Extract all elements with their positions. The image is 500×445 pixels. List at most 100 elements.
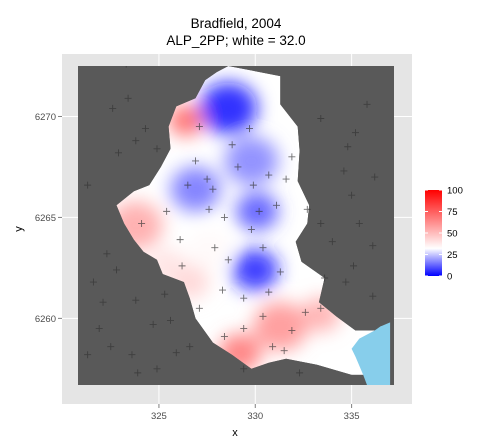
station-marker (153, 365, 161, 373)
water-area (351, 322, 391, 385)
station-marker (240, 294, 248, 302)
station-marker (134, 369, 142, 377)
station-marker (317, 219, 325, 227)
x-axis-label: x (232, 427, 238, 439)
station-marker (205, 205, 213, 213)
station-marker (276, 268, 284, 276)
station-marker (161, 290, 169, 298)
station-marker (220, 213, 228, 221)
station-marker (103, 250, 111, 258)
station-marker (265, 288, 273, 296)
station-marker (234, 163, 242, 171)
colorbar-tick-label: 0 (447, 272, 452, 283)
station-marker (84, 181, 92, 189)
station-marker (224, 256, 232, 264)
x-tick-label: 325 (151, 411, 167, 422)
station-marker (269, 343, 277, 351)
station-marker (125, 66, 127, 68)
heat-blob (253, 302, 308, 351)
station-marker (195, 123, 203, 131)
heat-blob (170, 166, 221, 212)
station-marker (259, 244, 267, 252)
station-marker (351, 129, 359, 137)
y-tick-label: 6265 (35, 213, 56, 224)
heat-blob (224, 136, 279, 186)
station-marker (228, 141, 236, 149)
station-marker (141, 125, 149, 133)
chart-title: Bradfield, 2004 (191, 16, 282, 31)
station-marker (348, 191, 356, 199)
station-marker (172, 349, 180, 357)
station-marker (282, 175, 290, 183)
station-marker (371, 173, 379, 181)
heat-blob (232, 249, 279, 291)
x-tick-label: 335 (344, 411, 360, 422)
y-axis: 6260 6265 6270 (35, 112, 62, 325)
station-marker (138, 219, 146, 227)
station-marker (259, 312, 267, 320)
y-tick-label: 6270 (35, 112, 56, 123)
station-marker (176, 236, 184, 244)
colorbar-tick-label: 25 (447, 250, 458, 261)
x-axis: 325 330 335 (151, 404, 360, 422)
station-marker (192, 157, 200, 165)
station-marker (342, 278, 350, 286)
colorbar-ticks: 0 25 50 75 100 (425, 186, 463, 283)
station-marker (186, 343, 194, 351)
station-marker (247, 226, 255, 234)
station-marker (265, 171, 273, 179)
station-marker (344, 143, 352, 151)
heat-blob (199, 82, 258, 135)
station-marker (132, 296, 140, 304)
station-marker (220, 333, 228, 341)
station-marker (288, 153, 296, 161)
station-marker (203, 175, 211, 183)
station-marker (113, 266, 121, 274)
station-marker (211, 244, 219, 252)
station-marker (163, 207, 171, 215)
station-marker (95, 324, 103, 332)
station-marker (132, 137, 140, 145)
station-marker (114, 149, 122, 157)
station-marker (240, 365, 248, 373)
station-marker (153, 145, 161, 153)
colorbar (425, 190, 442, 276)
station-marker (240, 324, 248, 332)
station-marker (166, 316, 174, 324)
station-marker (317, 114, 325, 122)
x-tick-label: 330 (247, 411, 263, 422)
station-marker (184, 181, 192, 189)
station-marker (195, 304, 203, 312)
station-marker (321, 274, 329, 282)
y-axis-label: y (13, 226, 25, 232)
station-marker (99, 298, 107, 306)
heat-blob (189, 232, 229, 268)
station-marker (209, 185, 217, 193)
station-marker (369, 292, 377, 300)
station-marker (89, 278, 97, 286)
station-marker (355, 219, 363, 227)
station-marker (301, 308, 309, 316)
station-marker (350, 262, 358, 270)
station-marker (255, 207, 263, 215)
colorbar-legend: 0 25 50 75 100 (425, 186, 463, 283)
station-marker (219, 286, 227, 294)
station-marker (288, 326, 296, 334)
station-marker (303, 205, 311, 213)
station-marker (84, 351, 92, 359)
station-marker (363, 100, 371, 108)
station-marker (280, 347, 288, 355)
station-marker (296, 369, 304, 377)
station-marker (107, 343, 115, 351)
colorbar-tick-label: 100 (447, 186, 463, 197)
station-marker (272, 201, 280, 209)
plot-panel (78, 66, 394, 385)
station-marker (249, 181, 257, 189)
station-marker (109, 104, 117, 112)
y-tick-label: 6260 (35, 314, 56, 325)
colorbar-tick-label: 50 (447, 229, 458, 240)
colorbar-tick-label: 75 (447, 207, 458, 218)
heat-surface (116, 66, 391, 375)
station-marker (245, 125, 253, 133)
